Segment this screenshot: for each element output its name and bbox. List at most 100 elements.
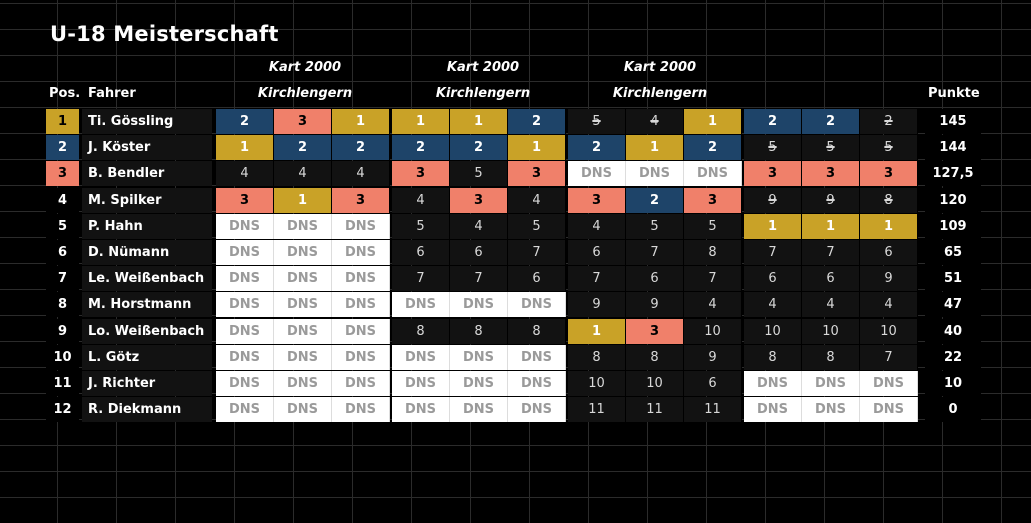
result-cell: DNS [216, 213, 274, 239]
result-cell: 11 [568, 397, 626, 423]
table-row: 4 M. Spilker 3 1 3 4 3 4 3 2 3 9 9 8 120 [46, 187, 981, 214]
result-cell: DNS [684, 161, 742, 187]
result-cell: 1 [274, 187, 332, 213]
points-cell: 144 [925, 135, 981, 161]
race-results-group: 10 10 10 [744, 318, 918, 345]
result-cell: DNS [450, 370, 508, 396]
result-cell: 2 [568, 135, 626, 161]
race-3-location: Kirchlengern [612, 86, 708, 101]
result-cell: 7 [450, 266, 508, 292]
result-cell: 6 [626, 266, 684, 292]
result-cell: 6 [450, 239, 508, 265]
result-cell: 2 [626, 187, 684, 213]
race-results-group: DNS DNS DNS [392, 370, 566, 397]
result-cell: 4 [802, 292, 860, 318]
result-cell: 3 [274, 109, 332, 134]
result-cell: DNS [332, 266, 390, 292]
points-cell: 65 [925, 239, 981, 265]
result-cell: 3 [568, 187, 626, 213]
page-title: U-18 Meisterschaft [50, 22, 279, 46]
result-cell: 5 [392, 213, 450, 239]
result-cell: 4 [626, 109, 684, 134]
result-cell: 1 [508, 135, 566, 161]
result-cell: DNS [860, 397, 918, 423]
result-cell: DNS [332, 292, 390, 318]
result-cell: 9 [802, 187, 860, 213]
result-cell: 2 [274, 135, 332, 161]
result-cell: 8 [744, 344, 802, 370]
driver-name: M. Horstmann [82, 292, 212, 318]
race-results-group: DNS DNS DNS [392, 397, 566, 423]
result-cell: 1 [216, 135, 274, 161]
result-cell: 2 [450, 135, 508, 161]
result-cell: 5 [568, 109, 626, 134]
race-results-group: DNS DNS DNS [392, 344, 566, 371]
result-cell: 9 [626, 292, 684, 318]
points-cell: 120 [925, 187, 981, 213]
position-cell: 6 [46, 239, 79, 265]
result-cell: 7 [568, 266, 626, 292]
result-cell: 8 [568, 344, 626, 370]
result-cell: 4 [274, 161, 332, 187]
race-results-group: DNS DNS DNS [216, 370, 390, 397]
points-cell: 22 [925, 344, 981, 370]
result-cell: 2 [684, 135, 742, 161]
race-results-group: DNS DNS DNS [216, 292, 390, 318]
driver-name: J. Richter [82, 370, 212, 396]
result-cell: 3 [392, 161, 450, 187]
position-cell: 7 [46, 266, 79, 292]
driver-name: Le. Weißenbach [82, 266, 212, 292]
result-cell: DNS [450, 344, 508, 370]
position-cell: 10 [46, 344, 79, 370]
driver-name: R. Diekmann [82, 397, 212, 423]
result-cell: 9 [568, 292, 626, 318]
race-results-group: DNS DNS DNS [216, 318, 390, 345]
table-row: 8 M. Horstmann DNS DNS DNS DNS DNS DNS 9 9 4 4 4 4 47 [46, 292, 981, 318]
driver-name: Ti. Gössling [82, 109, 212, 134]
position-cell: 11 [46, 370, 79, 396]
result-cell: 6 [860, 239, 918, 265]
driver-name: M. Spilker [82, 187, 212, 213]
table-row: 9 Lo. Weißenbach DNS DNS DNS 8 8 8 1 3 10 10 10 10 40 [46, 318, 981, 345]
result-cell: 3 [860, 161, 918, 187]
position-cell: 3 [46, 161, 79, 187]
result-cell: 5 [626, 213, 684, 239]
result-cell: 2 [392, 135, 450, 161]
table-row: 11 J. Richter DNS DNS DNS DNS DNS DNS 10 10 6 DNS DN… [46, 370, 981, 397]
result-cell: 4 [450, 213, 508, 239]
race-results-group: DNS DNS DNS [392, 292, 566, 318]
result-cell: 5 [744, 135, 802, 161]
result-cell: DNS [508, 292, 566, 318]
result-cell: 11 [684, 397, 742, 423]
position-cell: 1 [46, 109, 79, 134]
table-row: 3 B. Bendler 4 4 4 3 5 3 DNS DNS DNS 3 3 3 127,5 [46, 161, 981, 187]
result-cell: DNS [802, 370, 860, 396]
result-cell: DNS [274, 292, 332, 318]
result-cell: 1 [802, 213, 860, 239]
driver-name: Lo. Weißenbach [82, 318, 212, 344]
table-row: 6 D. Nümann DNS DNS DNS 6 6 7 6 7 8 7 7 6 65 [46, 239, 981, 266]
result-cell: DNS [626, 161, 684, 187]
result-cell: 8 [392, 318, 450, 344]
result-cell: DNS [392, 397, 450, 423]
result-cell: 1 [744, 213, 802, 239]
result-cell: 10 [568, 370, 626, 396]
result-cell: DNS [216, 292, 274, 318]
result-cell: DNS [508, 397, 566, 423]
result-cell: DNS [744, 370, 802, 396]
result-cell: 8 [802, 344, 860, 370]
